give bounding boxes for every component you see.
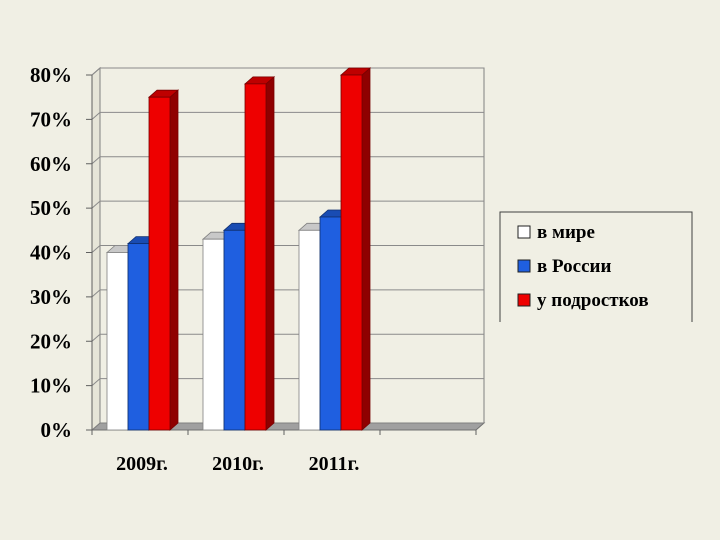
legend-label: у подростков xyxy=(537,290,649,311)
bar xyxy=(298,229,321,431)
y-axis-ticks: 0% 10% 20% 30% 40% 50% 60% 70% 80% xyxy=(30,63,93,442)
y-tick-label: 30% xyxy=(30,285,72,309)
legend-label: в России xyxy=(537,256,611,277)
y-tick-label: 80% xyxy=(30,63,72,87)
x-tick-label: 2011г. xyxy=(309,453,360,475)
y-tick-label: 20% xyxy=(30,329,72,353)
legend-label: в мире xyxy=(537,222,595,243)
bar xyxy=(340,74,363,431)
bar-side xyxy=(361,67,371,431)
y-tick-label: 70% xyxy=(30,107,72,131)
x-tick-label: 2009г. xyxy=(116,453,168,475)
bar xyxy=(244,83,267,431)
bar xyxy=(106,252,129,431)
bar xyxy=(148,96,171,431)
y-tick-label: 50% xyxy=(30,196,72,220)
y-tick-label: 10% xyxy=(30,374,72,398)
x-axis-ticks: 2009г. 2010г. 2011г. xyxy=(91,430,477,475)
legend-swatch xyxy=(517,293,531,307)
x-tick-label: 2010г. xyxy=(212,453,264,475)
y-tick-label: 40% xyxy=(30,241,72,265)
bar-side xyxy=(265,75,275,431)
legend: в мире в России у подростков xyxy=(499,211,693,322)
bar xyxy=(319,216,342,431)
y-tick-label: 60% xyxy=(30,152,72,176)
bar-side xyxy=(169,89,179,431)
bar xyxy=(223,229,246,431)
y-tick-label: 0% xyxy=(41,418,73,442)
legend-swatch xyxy=(517,259,531,273)
legend-swatch xyxy=(517,225,531,239)
bar xyxy=(127,243,150,431)
bar xyxy=(202,238,225,431)
bars xyxy=(105,67,372,431)
legend-box xyxy=(499,211,693,322)
